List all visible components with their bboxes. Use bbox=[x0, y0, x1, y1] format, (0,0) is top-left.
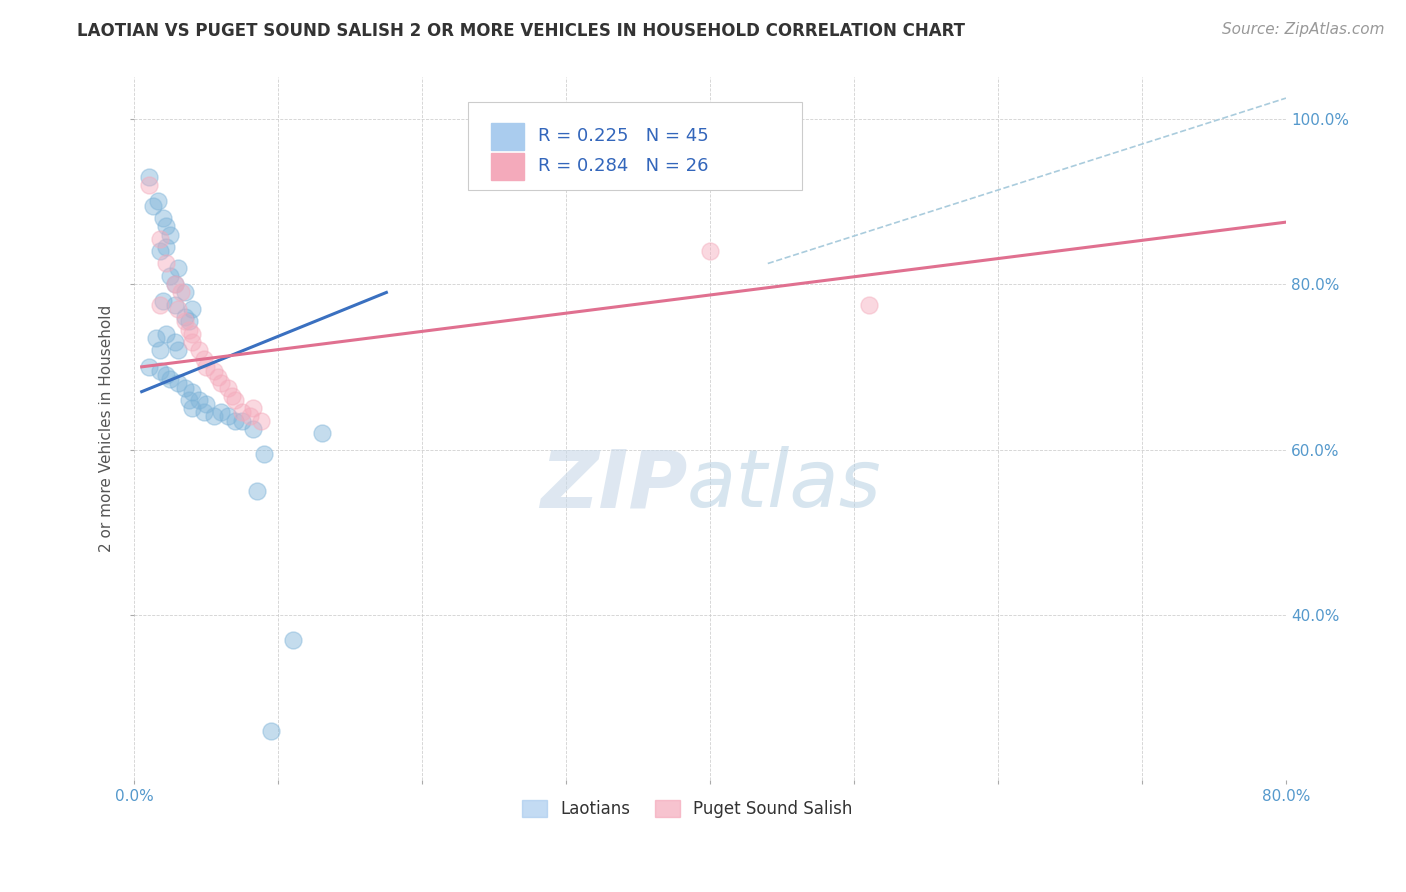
Point bbox=[221, 389, 243, 403]
Point bbox=[193, 351, 215, 366]
Point bbox=[239, 409, 262, 424]
Point bbox=[181, 401, 204, 416]
Point bbox=[224, 392, 246, 407]
Point bbox=[173, 380, 195, 394]
FancyBboxPatch shape bbox=[492, 123, 523, 150]
Point bbox=[195, 397, 218, 411]
Point bbox=[152, 293, 174, 308]
Point bbox=[260, 723, 283, 738]
Point bbox=[181, 326, 204, 341]
Point bbox=[281, 632, 304, 647]
Point bbox=[138, 359, 160, 374]
Point bbox=[155, 368, 177, 383]
Point bbox=[858, 298, 880, 312]
Point bbox=[163, 334, 186, 349]
Point bbox=[149, 232, 172, 246]
Point bbox=[145, 331, 167, 345]
FancyBboxPatch shape bbox=[492, 153, 523, 179]
Point bbox=[224, 414, 246, 428]
Text: atlas: atlas bbox=[688, 446, 882, 524]
Text: ZIP: ZIP bbox=[540, 446, 688, 524]
Point bbox=[209, 376, 232, 391]
Point bbox=[181, 384, 204, 399]
Point bbox=[181, 334, 204, 349]
Point bbox=[231, 405, 253, 419]
Point bbox=[166, 260, 188, 275]
Point bbox=[142, 199, 165, 213]
Point bbox=[159, 372, 181, 386]
Point bbox=[152, 211, 174, 225]
Point bbox=[699, 244, 721, 258]
Text: Source: ZipAtlas.com: Source: ZipAtlas.com bbox=[1222, 22, 1385, 37]
Point bbox=[173, 314, 195, 328]
Point bbox=[138, 178, 160, 192]
Point bbox=[173, 310, 195, 325]
Point bbox=[163, 298, 186, 312]
Point bbox=[155, 219, 177, 234]
Point bbox=[217, 409, 239, 424]
Point bbox=[188, 343, 211, 358]
Point bbox=[149, 364, 172, 378]
Point bbox=[163, 277, 186, 292]
Point bbox=[246, 483, 269, 498]
Point bbox=[159, 268, 181, 283]
Text: LAOTIAN VS PUGET SOUND SALISH 2 OR MORE VEHICLES IN HOUSEHOLD CORRELATION CHART: LAOTIAN VS PUGET SOUND SALISH 2 OR MORE … bbox=[77, 22, 966, 40]
Point bbox=[179, 314, 201, 328]
Point bbox=[250, 414, 273, 428]
Point bbox=[163, 277, 186, 292]
Point bbox=[202, 409, 225, 424]
Point bbox=[179, 392, 201, 407]
Point bbox=[166, 343, 188, 358]
Point bbox=[231, 414, 253, 428]
Point bbox=[179, 323, 201, 337]
Point bbox=[155, 326, 177, 341]
Point bbox=[202, 364, 225, 378]
Point bbox=[159, 227, 181, 242]
Point bbox=[217, 380, 239, 394]
Point bbox=[149, 298, 172, 312]
Point bbox=[149, 244, 172, 258]
Text: R = 0.225   N = 45: R = 0.225 N = 45 bbox=[537, 128, 709, 145]
Point bbox=[195, 359, 218, 374]
Text: R = 0.284   N = 26: R = 0.284 N = 26 bbox=[537, 157, 709, 175]
Point bbox=[146, 194, 169, 209]
Y-axis label: 2 or more Vehicles in Household: 2 or more Vehicles in Household bbox=[100, 305, 114, 552]
Point bbox=[242, 422, 264, 436]
Point bbox=[166, 376, 188, 391]
Point bbox=[155, 240, 177, 254]
Point bbox=[188, 392, 211, 407]
Point bbox=[149, 343, 172, 358]
Point bbox=[173, 285, 195, 300]
Point bbox=[242, 401, 264, 416]
Point bbox=[155, 256, 177, 270]
Point bbox=[311, 425, 333, 440]
Legend: Laotians, Puget Sound Salish: Laotians, Puget Sound Salish bbox=[515, 793, 859, 825]
Point bbox=[253, 447, 276, 461]
Point bbox=[181, 301, 204, 316]
Point bbox=[169, 285, 191, 300]
Point bbox=[193, 405, 215, 419]
Point bbox=[209, 405, 232, 419]
Point bbox=[207, 369, 229, 384]
Point bbox=[138, 169, 160, 184]
FancyBboxPatch shape bbox=[468, 102, 803, 190]
Point bbox=[166, 301, 188, 316]
